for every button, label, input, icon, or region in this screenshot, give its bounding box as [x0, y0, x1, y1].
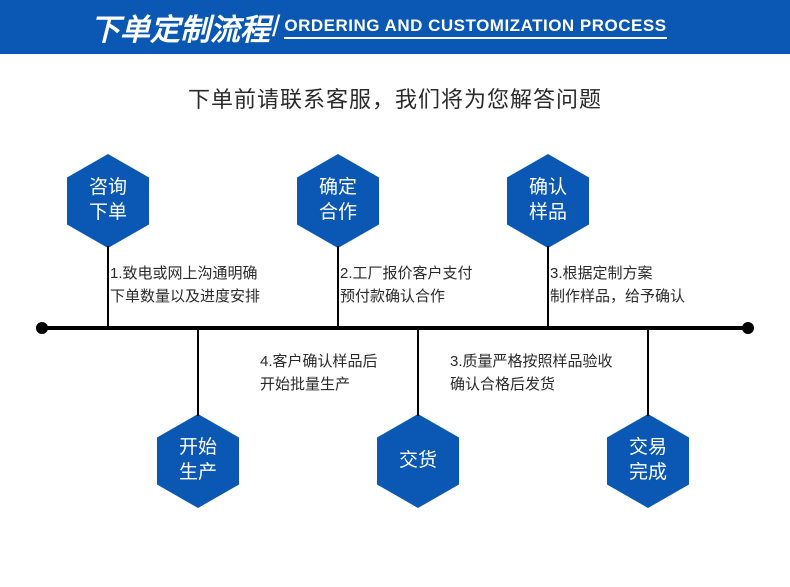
hex-label-line: 生产	[179, 461, 217, 486]
hex-label-line: 完成	[629, 461, 667, 486]
process-hexagon: 交货	[377, 414, 459, 508]
desc-line: 预付款确认合作	[340, 285, 473, 308]
connector-line	[337, 246, 339, 326]
connector-line	[107, 246, 109, 326]
hex-label-line: 下单	[89, 201, 127, 226]
subtitle: 下单前请联系客服，我们将为您解答问题	[0, 82, 790, 114]
process-hexagon: 咨询下单	[67, 154, 149, 248]
title-cn: 下单定制流程	[90, 5, 270, 49]
desc-line: 确认合格后发货	[450, 373, 613, 396]
connector-line	[647, 328, 649, 416]
process-hexagon: 确定合作	[297, 154, 379, 248]
title-slash: /	[272, 10, 280, 44]
title-en: ORDERING AND CUSTOMIZATION PROCESS	[284, 16, 666, 39]
connector-line	[417, 328, 419, 416]
connector-line	[547, 246, 549, 326]
hex-label-line: 确认	[529, 176, 567, 201]
step-description: 2.工厂报价客户支付预付款确认合作	[340, 262, 473, 309]
desc-line: 下单数量以及进度安排	[110, 285, 260, 308]
desc-line: 2.工厂报价客户支付	[340, 262, 473, 285]
hex-label-line: 交货	[399, 449, 437, 474]
step-description: 1.致电或网上沟通明确下单数量以及进度安排	[110, 262, 260, 309]
hex-label-line: 开始	[179, 436, 217, 461]
process-hexagon: 确认样品	[507, 154, 589, 248]
desc-line: 4.客户确认样品后	[260, 350, 378, 373]
header-bar: 下单定制流程 / ORDERING AND CUSTOMIZATION PROC…	[0, 0, 790, 54]
hex-label-line: 确定	[319, 176, 357, 201]
hex-label-line: 样品	[529, 201, 567, 226]
connector-line	[197, 328, 199, 416]
desc-line: 3.根据定制方案	[550, 262, 685, 285]
hex-label-line: 咨询	[89, 176, 127, 201]
process-flow: 咨询下单1.致电或网上沟通明确下单数量以及进度安排确定合作2.工厂报价客户支付预…	[0, 154, 790, 574]
hex-label-line: 合作	[319, 201, 357, 226]
desc-line: 制作样品，给予确认	[550, 285, 685, 308]
step-description: 4.客户确认样品后开始批量生产	[260, 350, 378, 397]
desc-line: 开始批量生产	[260, 373, 378, 396]
step-description: 3.质量严格按照样品验收确认合格后发货	[450, 350, 613, 397]
hex-label-line: 交易	[629, 436, 667, 461]
timeline-axis	[40, 326, 750, 330]
step-description: 3.根据定制方案制作样品，给予确认	[550, 262, 685, 309]
process-hexagon: 开始生产	[157, 414, 239, 508]
desc-line: 3.质量严格按照样品验收	[450, 350, 613, 373]
desc-line: 1.致电或网上沟通明确	[110, 262, 260, 285]
process-hexagon: 交易完成	[607, 414, 689, 508]
